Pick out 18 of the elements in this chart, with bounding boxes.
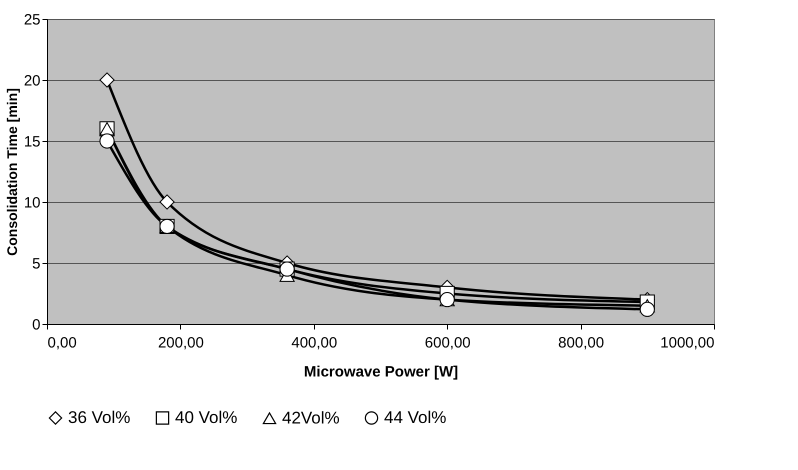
x-axis-title: Microwave Power [W] <box>304 364 458 380</box>
y-axis-title: Consolidation Time [min] <box>4 88 20 256</box>
legend-label: 36 Vol% <box>68 408 130 427</box>
y-tick-label: 15 <box>24 134 40 150</box>
x-tick-label: 400,00 <box>291 334 338 352</box>
y-tick-label: 0 <box>32 316 40 334</box>
x-tick-label: 800,00 <box>558 334 604 352</box>
y-tick-label: 25 <box>24 12 40 28</box>
legend-label: 44 Vol% <box>384 408 446 427</box>
x-tick-label: 200,00 <box>158 334 204 352</box>
x-tick-label: 0,00 <box>48 334 77 352</box>
legend-label: 40 Vol% <box>175 408 238 427</box>
y-tick-label: 5 <box>32 256 40 272</box>
x-tick-label: 1000,00 <box>660 334 714 352</box>
y-tick-label: 20 <box>24 72 40 90</box>
x-tick-label: 600,00 <box>424 334 471 352</box>
y-tick-label: 10 <box>24 194 40 212</box>
legend-label: 42Vol% <box>282 408 340 428</box>
